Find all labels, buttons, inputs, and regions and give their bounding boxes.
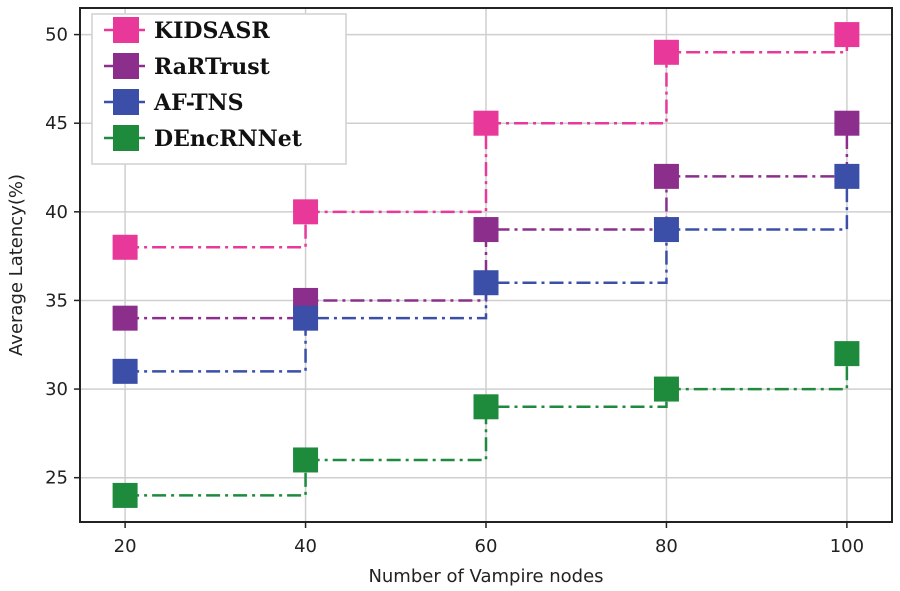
legend-marker bbox=[113, 17, 139, 43]
legend-label: RaRTrust bbox=[154, 54, 271, 80]
data-point-KIDSASR bbox=[293, 199, 319, 225]
data-point-RaRTrust bbox=[112, 305, 138, 331]
legend-marker bbox=[113, 53, 139, 79]
y-tick-label: 50 bbox=[45, 25, 68, 46]
series-line-DEncRNNet bbox=[125, 353, 849, 497]
data-point-RaRTrust bbox=[473, 217, 499, 243]
legend: KIDSASR RaRTrust AF-TNS DEncRNNet bbox=[91, 13, 347, 165]
series-line-KIDSASR bbox=[125, 34, 849, 249]
x-tick-label: 80 bbox=[655, 536, 678, 557]
series-line-RaRTrust bbox=[125, 123, 849, 320]
legend-label: KIDSASR bbox=[154, 18, 270, 44]
series-line-AF-TNS bbox=[125, 176, 849, 373]
y-tick-label: 45 bbox=[45, 113, 68, 134]
y-tick-label: 35 bbox=[45, 290, 68, 311]
data-point-DEncRNNet bbox=[834, 341, 860, 367]
plot-markers bbox=[112, 22, 860, 508]
y-axis-ticks: 25 30 35 40 45 50 bbox=[45, 25, 80, 489]
x-axis-label: Number of Vampire nodes bbox=[368, 566, 603, 587]
x-tick-label: 20 bbox=[114, 536, 137, 557]
y-tick-label: 30 bbox=[45, 379, 68, 400]
data-point-AF-TNS bbox=[653, 217, 679, 243]
legend-marker bbox=[113, 89, 139, 115]
data-point-RaRTrust bbox=[653, 163, 679, 189]
data-point-KIDSASR bbox=[112, 234, 138, 260]
data-point-AF-TNS bbox=[473, 270, 499, 296]
legend-label: DEncRNNet bbox=[154, 126, 303, 152]
data-point-DEncRNNet bbox=[112, 482, 138, 508]
x-tick-label: 100 bbox=[830, 536, 864, 557]
data-point-AF-TNS bbox=[834, 163, 860, 189]
data-point-KIDSASR bbox=[653, 39, 679, 65]
x-tick-label: 40 bbox=[294, 536, 317, 557]
data-point-KIDSASR bbox=[834, 22, 860, 48]
data-point-DEncRNNet bbox=[653, 376, 679, 402]
data-point-DEncRNNet bbox=[473, 394, 499, 420]
y-axis-label: Average Latency(%) bbox=[6, 174, 27, 356]
legend-label: AF-TNS bbox=[153, 90, 244, 116]
y-tick-label: 40 bbox=[45, 202, 68, 223]
plot-lines bbox=[125, 34, 849, 497]
y-tick-label: 25 bbox=[45, 468, 68, 489]
data-point-RaRTrust bbox=[834, 110, 860, 136]
x-axis-ticks: 20 40 60 80 100 bbox=[114, 522, 864, 557]
data-point-DEncRNNet bbox=[293, 447, 319, 473]
data-point-AF-TNS bbox=[112, 358, 138, 384]
legend-marker bbox=[113, 125, 139, 151]
data-point-KIDSASR bbox=[473, 110, 499, 136]
x-tick-label: 60 bbox=[475, 536, 498, 557]
data-point-AF-TNS bbox=[293, 305, 319, 331]
